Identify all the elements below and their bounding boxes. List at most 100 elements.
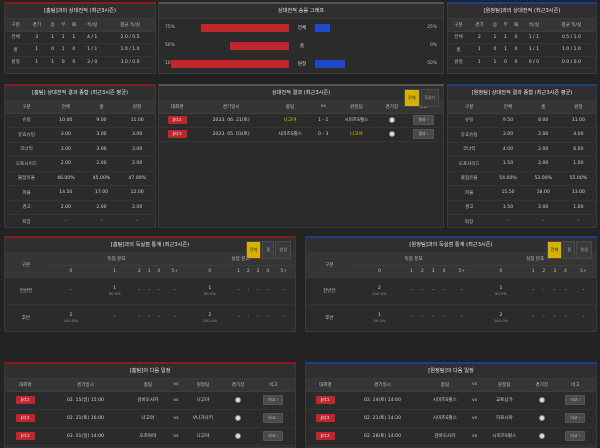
league-badge[interactable]: J리그 xyxy=(167,130,187,138)
table-cell: 0 / 0 xyxy=(521,56,547,69)
stadium-icon[interactable] xyxy=(235,396,241,403)
goal-percent: 100.0% xyxy=(202,317,218,323)
result-button[interactable]: 결과 › xyxy=(413,115,434,125)
away-team[interactable]: 나고야 xyxy=(333,127,380,142)
column-header: 승 xyxy=(489,19,501,32)
goal-cell: - xyxy=(527,304,539,331)
home-team[interactable]: 나고야 xyxy=(125,409,171,428)
goal-cell: - xyxy=(560,277,571,305)
goal-count: 2 xyxy=(377,285,381,291)
goal-count-header: 5+ xyxy=(449,265,475,278)
table-cell: 1 / 1 xyxy=(521,43,547,57)
goal-count-header: 0 xyxy=(474,265,528,278)
table-cell: 3.00 xyxy=(490,127,526,143)
home-team[interactable]: 감바오사카 xyxy=(125,391,171,410)
table-cell: 54.00% xyxy=(490,171,526,186)
goal-cell: 1 50.0% xyxy=(474,277,528,305)
away-team[interactable]: 시미즈S펄스 xyxy=(479,427,529,446)
tab-away[interactable]: 원정 xyxy=(576,241,592,259)
goals-home-panel: [홈팀]과의 득실점 통계 (최근3시즌) 전체 홈 원정 구분 득점 분포 실점 … xyxy=(4,236,296,332)
tab-all[interactable]: 전체 xyxy=(546,241,563,259)
away-team[interactable]: 나고야 xyxy=(181,391,225,410)
compare-button[interactable]: 비교 › xyxy=(565,431,586,441)
stadium-icon[interactable] xyxy=(538,414,545,421)
column-header-row: 0 1 2 3 4 5+ 0 1 2 3 4 5+ xyxy=(5,265,295,278)
stadium-cell xyxy=(224,391,252,410)
away-team[interactable]: 나고야 xyxy=(181,427,225,446)
league-badge[interactable]: J리그 xyxy=(315,432,335,440)
goal-cell: - xyxy=(233,277,244,305)
away-team[interactable]: 히로시마 xyxy=(479,409,529,428)
table-cell: 0 xyxy=(489,43,501,57)
table-row: J리그 02. 21(토) 16:00 나고야 vs V나가사키 비교 › xyxy=(5,409,295,428)
goal-count: 1 xyxy=(377,312,381,318)
away-team[interactable]: 교토상가 xyxy=(479,391,529,410)
tab-home[interactable]: 홈 xyxy=(563,241,576,259)
table-row: J리그 2023. 06. 21(토) 나고야 1 - 1 시미즈S펄스 결과 › xyxy=(159,113,443,128)
stadium-icon[interactable] xyxy=(235,414,241,421)
table-cell: 0 xyxy=(510,56,522,69)
table-cell: 3.00 xyxy=(48,127,84,143)
table-cell: 46.00% xyxy=(48,171,84,186)
vs-label: vs xyxy=(170,427,182,446)
table-row: 경고 2.00 2.00 2.00 xyxy=(5,200,155,215)
league-badge[interactable]: J리그 xyxy=(15,432,35,440)
table-cell: 47.00% xyxy=(119,171,155,186)
goal-cell: 2 100.0% xyxy=(46,304,95,331)
header-row: 대회명 경기일시 홈팀 vs 원정팀 경기장 비고 xyxy=(159,101,443,114)
table-cell: 4.00 xyxy=(560,127,596,143)
compare-button[interactable]: 비교 › xyxy=(565,395,586,405)
row-label: 코너킥 xyxy=(448,142,491,157)
tab-all[interactable]: 전체 xyxy=(403,89,420,107)
league-badge[interactable]: J리그 xyxy=(315,396,335,404)
table-row: 볼점유율 46.00% 45.00% 47.00% xyxy=(5,171,155,186)
league-badge[interactable]: J리그 xyxy=(315,414,335,422)
tab-home[interactable]: 홈 xyxy=(262,241,275,259)
table-cell: - xyxy=(525,214,561,227)
goal-cell: - xyxy=(253,277,263,305)
home-team[interactable]: 시미즈S펄스 xyxy=(420,409,470,428)
league-badge[interactable]: J리그 xyxy=(15,414,35,422)
league-badge[interactable]: J리그 xyxy=(15,396,35,404)
result-button[interactable]: 결과 › xyxy=(413,129,434,139)
home-team[interactable]: 나고야 xyxy=(266,113,314,128)
tab-all[interactable]: 전체 xyxy=(245,241,262,259)
vs-label: vs xyxy=(469,427,480,446)
compare-button[interactable]: 비교 › xyxy=(263,431,284,441)
match-date: 02. 14(토) 14:00 xyxy=(344,391,421,410)
home-team[interactable]: 시미즈S펄스 xyxy=(420,391,470,410)
home-team[interactable]: 오카야마 xyxy=(125,427,171,446)
table-cell: 1.0 / 1.0 xyxy=(546,43,596,57)
tab-away[interactable]: 원정 xyxy=(275,241,291,259)
row-label: 유효슈팅 xyxy=(448,127,491,143)
away-team[interactable]: V나가사키 xyxy=(181,409,225,428)
table-cell: 45.00% xyxy=(83,171,120,186)
tab-5games[interactable]: 5경기 xyxy=(420,89,439,107)
compare-button[interactable]: 비교 › xyxy=(263,395,284,405)
table-cell: 1 xyxy=(68,31,80,44)
away-team[interactable]: 시미즈S펄스 xyxy=(333,113,380,128)
header-row: 구분 전체 홈 원정 xyxy=(448,101,596,114)
compare-button[interactable]: 비교 › xyxy=(263,413,284,423)
goal-count-header: 5+ xyxy=(163,265,186,278)
goal-cell: - xyxy=(262,277,273,305)
results-table: 대회명 경기일시 홈팀 vs 원정팀 경기장 비고 J리그 2023. 06. 21(토) 나고야… xyxy=(159,101,443,142)
table-cell: 0 xyxy=(68,56,80,69)
home-team[interactable]: 감바오사카 xyxy=(420,427,470,446)
goal-cell: - xyxy=(438,277,450,305)
stadium-icon[interactable] xyxy=(235,432,241,439)
compare-button[interactable]: 비교 › xyxy=(565,413,586,423)
stadium-icon[interactable] xyxy=(388,130,395,137)
league-badge[interactable]: J리그 xyxy=(167,116,187,124)
column-header: 경기장 xyxy=(224,379,252,392)
stadium-icon[interactable] xyxy=(538,396,545,403)
note-cell: 비교 › xyxy=(251,427,295,446)
row-label: 슈팅 xyxy=(448,113,491,128)
table-cell: 53.00% xyxy=(525,171,561,186)
note-cell: 비교 › xyxy=(554,391,596,410)
vs-label: vs xyxy=(170,409,182,428)
stadium-icon[interactable] xyxy=(538,432,545,439)
goal-cell: 2 100.0% xyxy=(185,304,234,331)
stadium-icon[interactable] xyxy=(388,116,395,123)
home-team[interactable]: 시미즈S펄스 xyxy=(266,127,314,142)
